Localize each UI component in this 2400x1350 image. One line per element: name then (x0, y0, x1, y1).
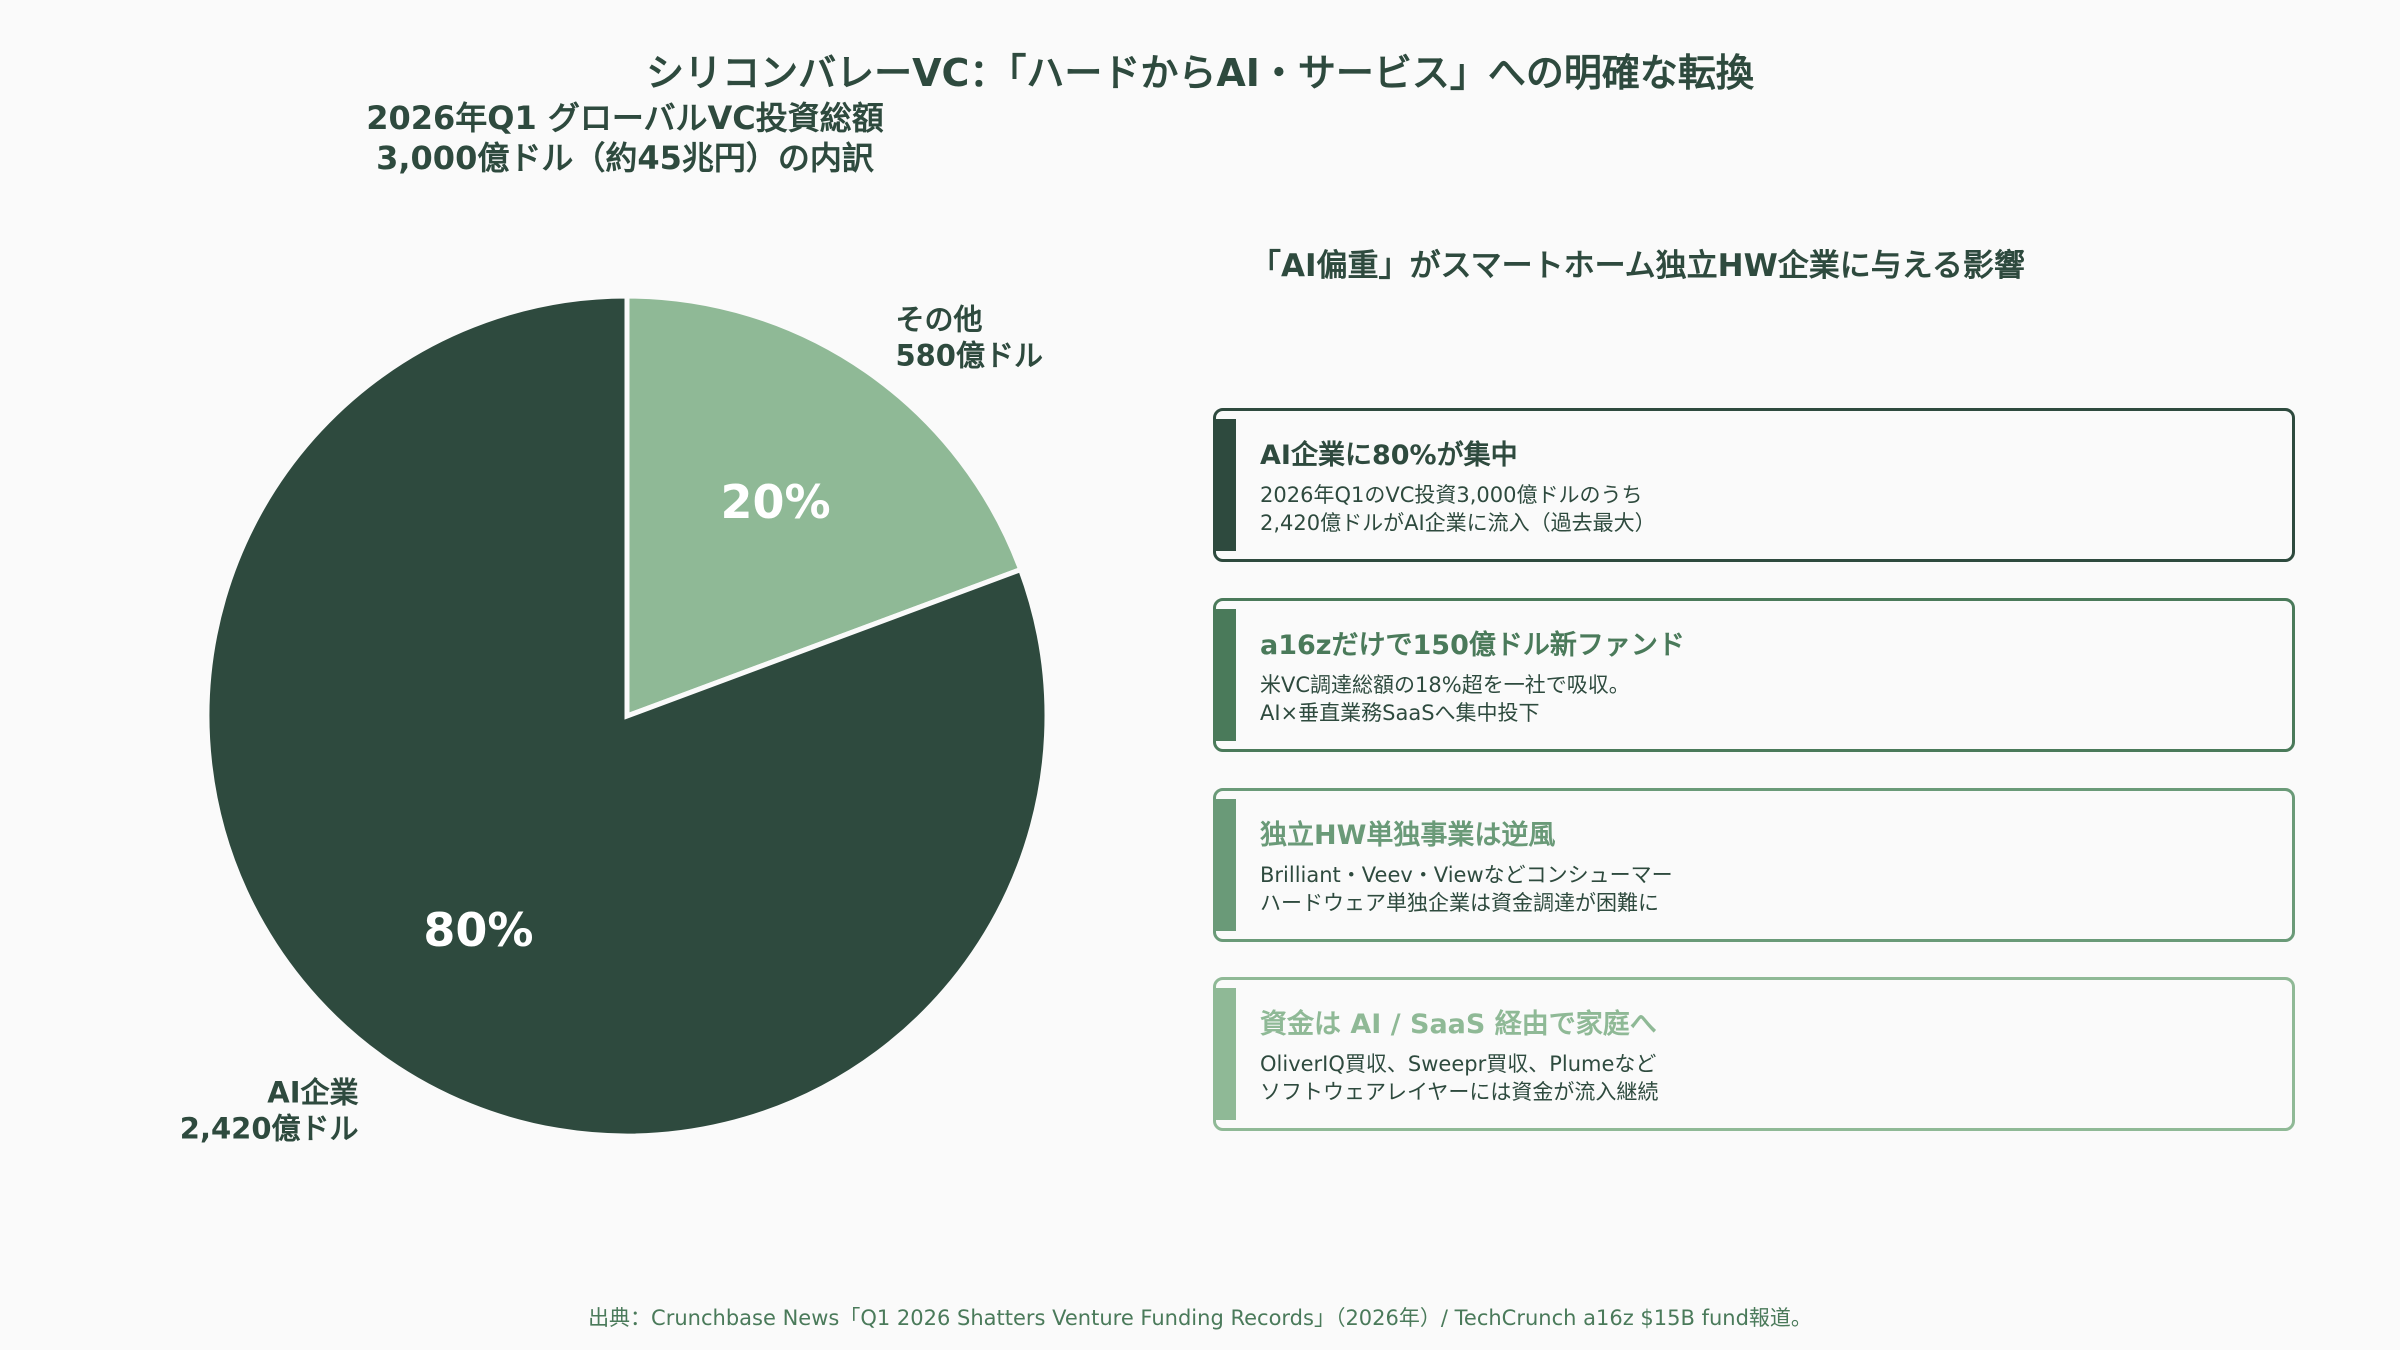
pie-slice-1 (204, 293, 1050, 1139)
card-line: 米VC調達総額の18%超を一社で吸収。 (1260, 673, 1630, 697)
pie-slice-value: 2,420億ドル (180, 1111, 359, 1145)
pie-title: 2026年Q1 グローバルVC投資総額 3,000億ドル（約45兆円）の内訳 (250, 98, 1000, 178)
card-line: ソフトウェアレイヤーには資金が流入継続 (1260, 1080, 1659, 1104)
card-accent-bar (1216, 988, 1236, 1120)
impact-card: AI企業に80%が集中 2026年Q1のVC投資3,000億ドルのうち 2,42… (1213, 408, 2295, 562)
card-heading: 資金は AI / SaaS 経由で家庭へ (1260, 1009, 1657, 1040)
pie-slice-label: AI企業 (267, 1075, 358, 1109)
card-heading: AI企業に80%が集中 (1260, 440, 1518, 471)
card-body: OliverIQ買収、Sweepr買収、Plumeなど ソフトウェアレイヤーには… (1260, 1050, 1658, 1106)
card-line: OliverIQ買収、Sweepr買収、Plumeなど (1260, 1052, 1657, 1076)
card-heading: 独立HW単独事業は逆風 (1260, 820, 1556, 851)
source-footer: 出典：Crunchbase News「Q1 2026 Shatters Vent… (588, 1306, 1812, 1330)
pie-slice-label: その他 (895, 303, 982, 337)
card-line: Brilliant・Veev・Viewなどコンシューマー (1260, 863, 1673, 887)
pie-slice-0 (624, 293, 1024, 720)
pie-title-line1: 2026年Q1 グローバルVC投資総額 (366, 99, 884, 137)
impact-card: a16zだけで150億ドル新ファンド 米VC調達総額の18%超を一社で吸収。 A… (1213, 598, 2295, 752)
pie-title-line2: 3,000億ドル（約45兆円）の内訳 (376, 139, 874, 177)
card-line: 2,420億ドルがAI企業に流入（過去最大） (1260, 511, 1656, 535)
card-body: 米VC調達総額の18%超を一社で吸収。 AI×垂直業務SaaSへ集中投下 (1260, 671, 1630, 727)
impact-card: 独立HW単独事業は逆風 Brilliant・Veev・Viewなどコンシューマー… (1213, 788, 2295, 942)
card-accent-bar (1216, 419, 1236, 551)
pie-percent-label: 20% (721, 475, 831, 529)
impact-card: 資金は AI / SaaS 経由で家庭へ OliverIQ買収、Sweepr買収… (1213, 977, 2295, 1131)
card-line: ハードウェア単独企業は資金調達が困難に (1260, 891, 1659, 915)
pie-percent-label: 80% (423, 903, 533, 957)
pie-slice-value: 580億ドル (895, 339, 1043, 373)
main-title: シリコンバレーVC：「ハードからAI・サービス」への明確な転換 (646, 51, 1754, 95)
card-line: 2026年Q1のVC投資3,000億ドルのうち (1260, 483, 1643, 507)
card-line: AI×垂直業務SaaSへ集中投下 (1260, 701, 1540, 725)
card-body: 2026年Q1のVC投資3,000億ドルのうち 2,420億ドルがAI企業に流入… (1260, 481, 1656, 537)
card-accent-bar (1216, 609, 1236, 741)
impact-title: 「AI偏重」がスマートホーム独立HW企業に与える影響 (1250, 248, 2025, 284)
card-body: Brilliant・Veev・Viewなどコンシューマー ハードウェア単独企業は… (1260, 861, 1673, 917)
card-accent-bar (1216, 799, 1236, 931)
card-heading: a16zだけで150億ドル新ファンド (1260, 630, 1685, 661)
